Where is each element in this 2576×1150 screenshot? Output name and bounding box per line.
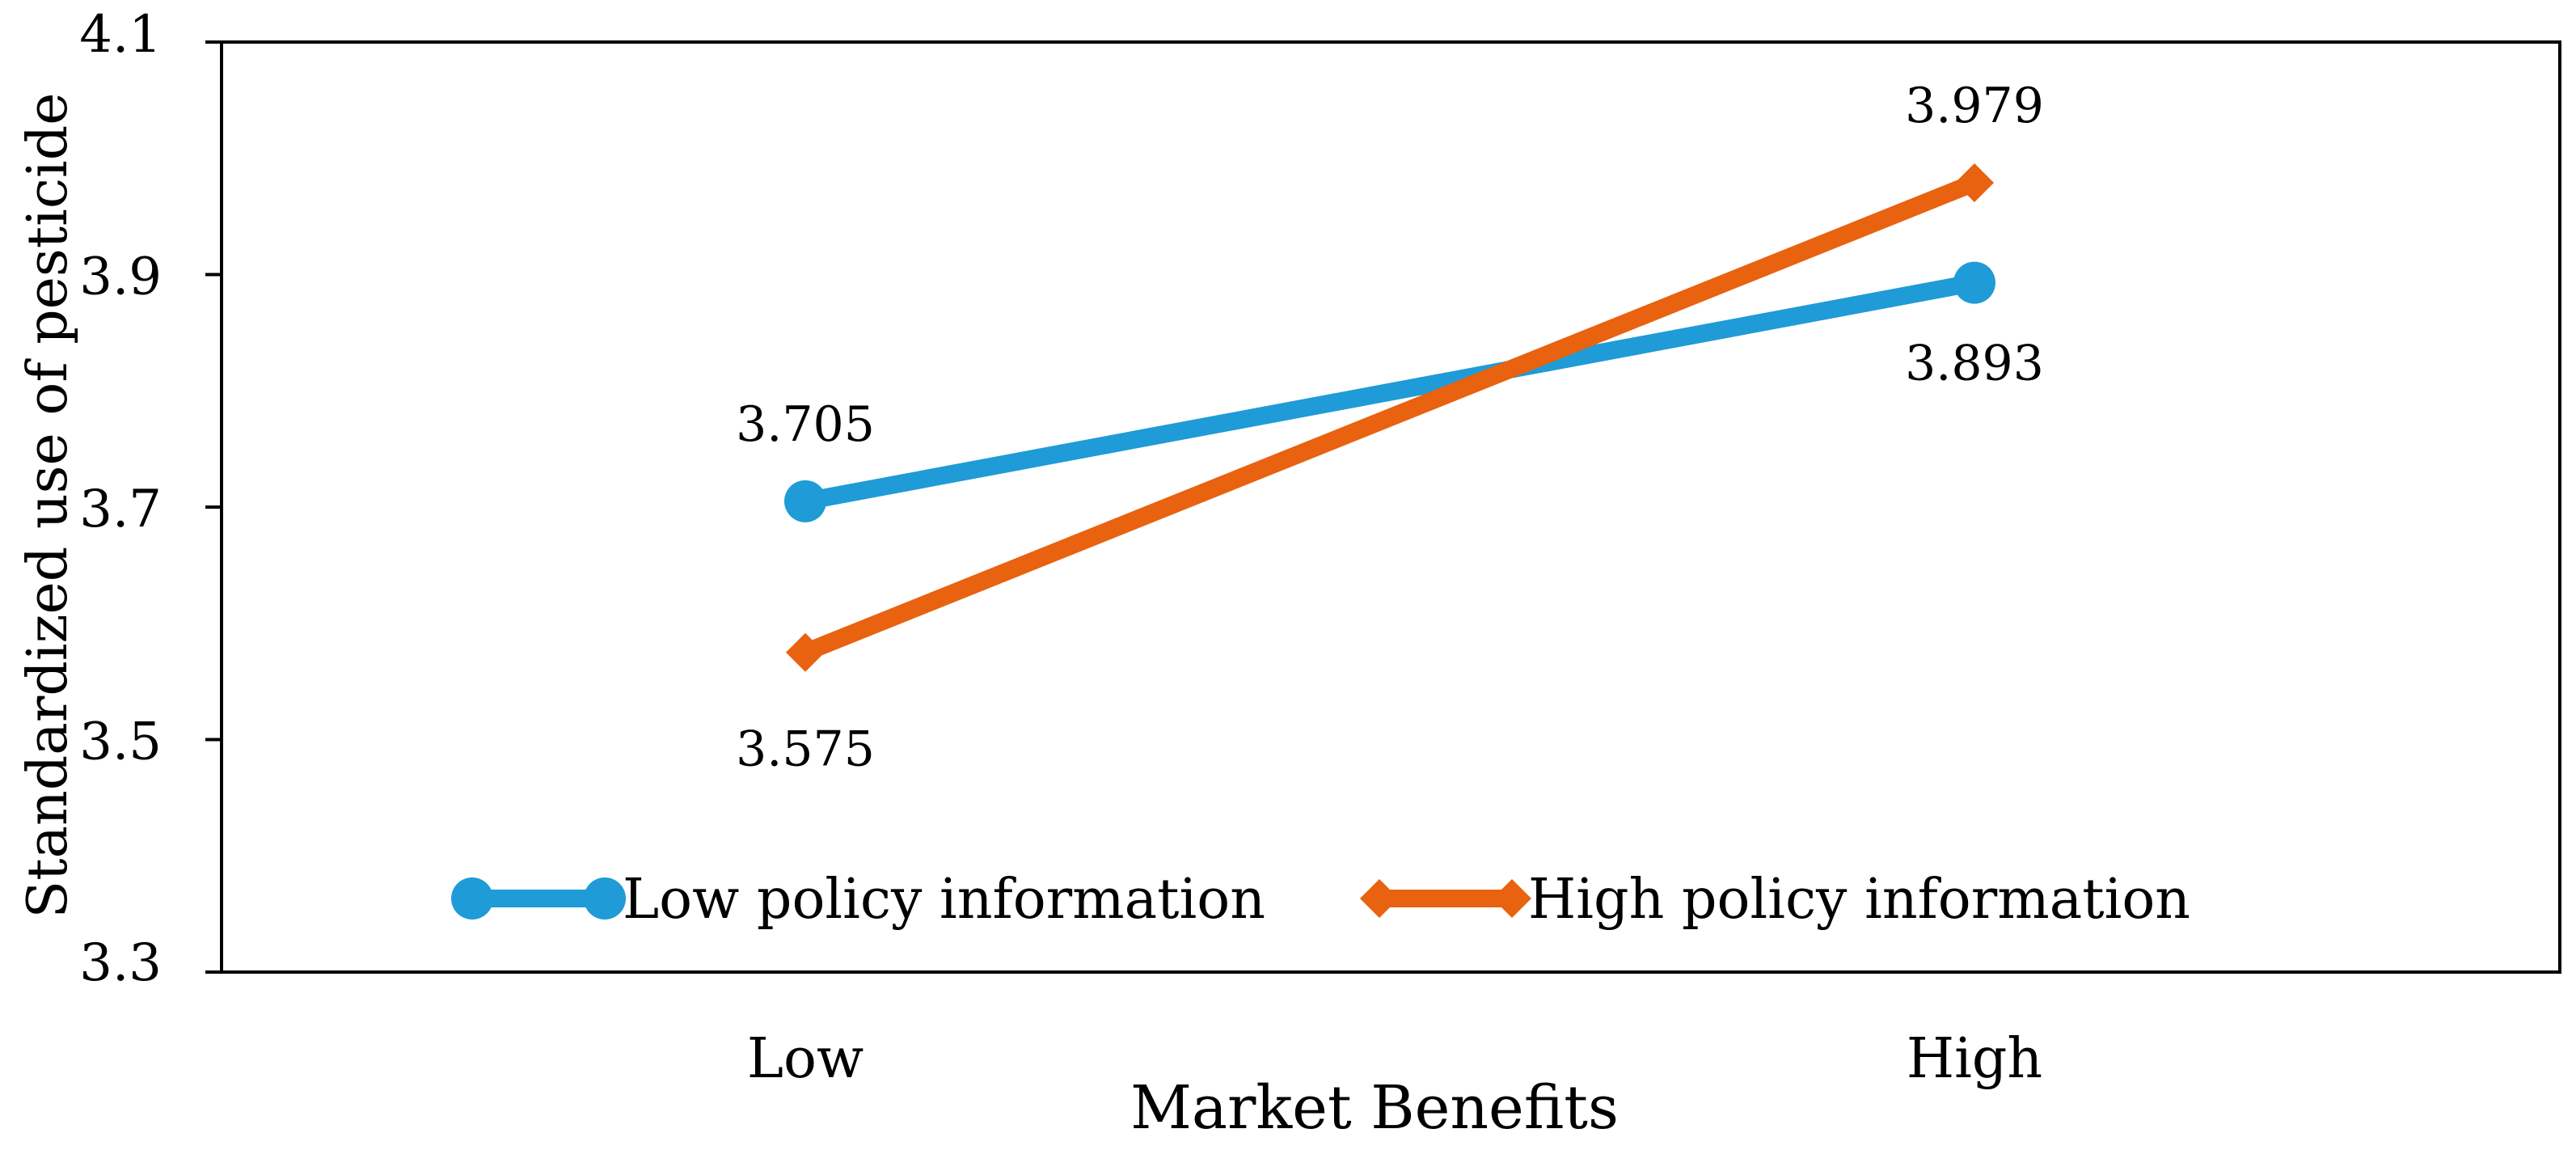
series-high-policy-information: 3.575 3.979 [736,78,2044,778]
x-tick-label: Low [747,1027,864,1091]
legend-marker [584,877,626,920]
data-point [1953,261,1995,304]
legend-item: Low policy information [451,868,1265,932]
y-tick-label: 4.1 [79,5,162,65]
series-layer: 3.705 3.893 3.575 3.979 [736,78,2044,778]
y-tick-label: 3.5 [79,712,162,772]
y-tick-label: 3.7 [79,480,162,539]
y-axis-title: Standardized use of pesticide [16,93,80,919]
series-low-policy-information: 3.705 3.893 [736,261,2044,522]
x-axis-title: Market Benefits [1130,1073,1619,1143]
y-axis: 3.3 3.5 3.7 3.9 4.1 [79,5,222,993]
legend-marker [1360,879,1399,918]
legend-label: High policy information [1528,868,2190,932]
series-line [803,273,1977,510]
legend-label: Low policy information [623,868,1265,932]
legend-marker [451,877,493,920]
plot-area [220,40,2561,974]
data-label: 3.575 [736,721,875,778]
data-point [784,480,826,522]
data-point [1955,163,1994,202]
data-label: 3.893 [1905,336,2044,392]
x-tick-label: High [1907,1027,2042,1091]
x-axis: Low High [747,1027,2042,1091]
legend-item: High policy information [1360,868,2190,932]
series-line [801,174,1978,661]
data-label: 3.979 [1905,78,2044,134]
y-tick-label: 3.9 [79,247,162,307]
data-label: 3.705 [736,396,875,453]
legend-marker [1493,879,1531,918]
y-tick-label: 3.3 [79,933,162,993]
data-point [786,632,825,672]
legend: Low policy information High policy inform… [451,868,2190,932]
